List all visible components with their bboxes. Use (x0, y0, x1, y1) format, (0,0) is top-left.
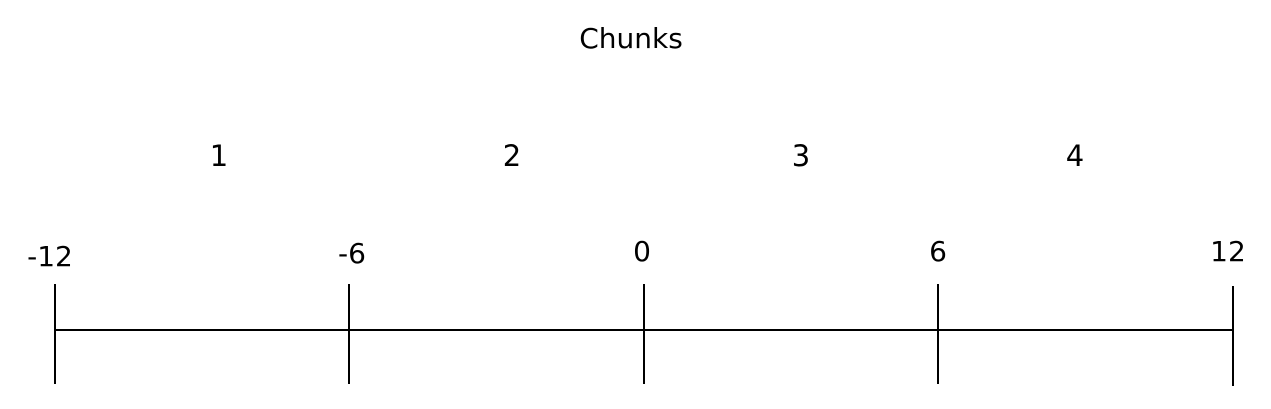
chunk-label-4: 4 (1066, 139, 1084, 173)
tick-label-minus-12: -12 (27, 240, 73, 273)
diagram-title: Chunks (579, 22, 683, 55)
tick-label-0: 0 (633, 235, 651, 268)
tick-label-12: 12 (1210, 235, 1246, 268)
chunk-label-3: 3 (792, 139, 810, 173)
chunk-labels: 1 2 3 4 (210, 139, 1084, 173)
tick-label-minus-6: -6 (338, 237, 366, 270)
chunk-label-2: 2 (503, 139, 521, 173)
tick-label-6: 6 (929, 235, 947, 268)
number-line (54, 284, 1234, 386)
chunk-label-1: 1 (210, 139, 228, 173)
tick-labels: -12 -6 0 6 12 (27, 235, 1246, 273)
